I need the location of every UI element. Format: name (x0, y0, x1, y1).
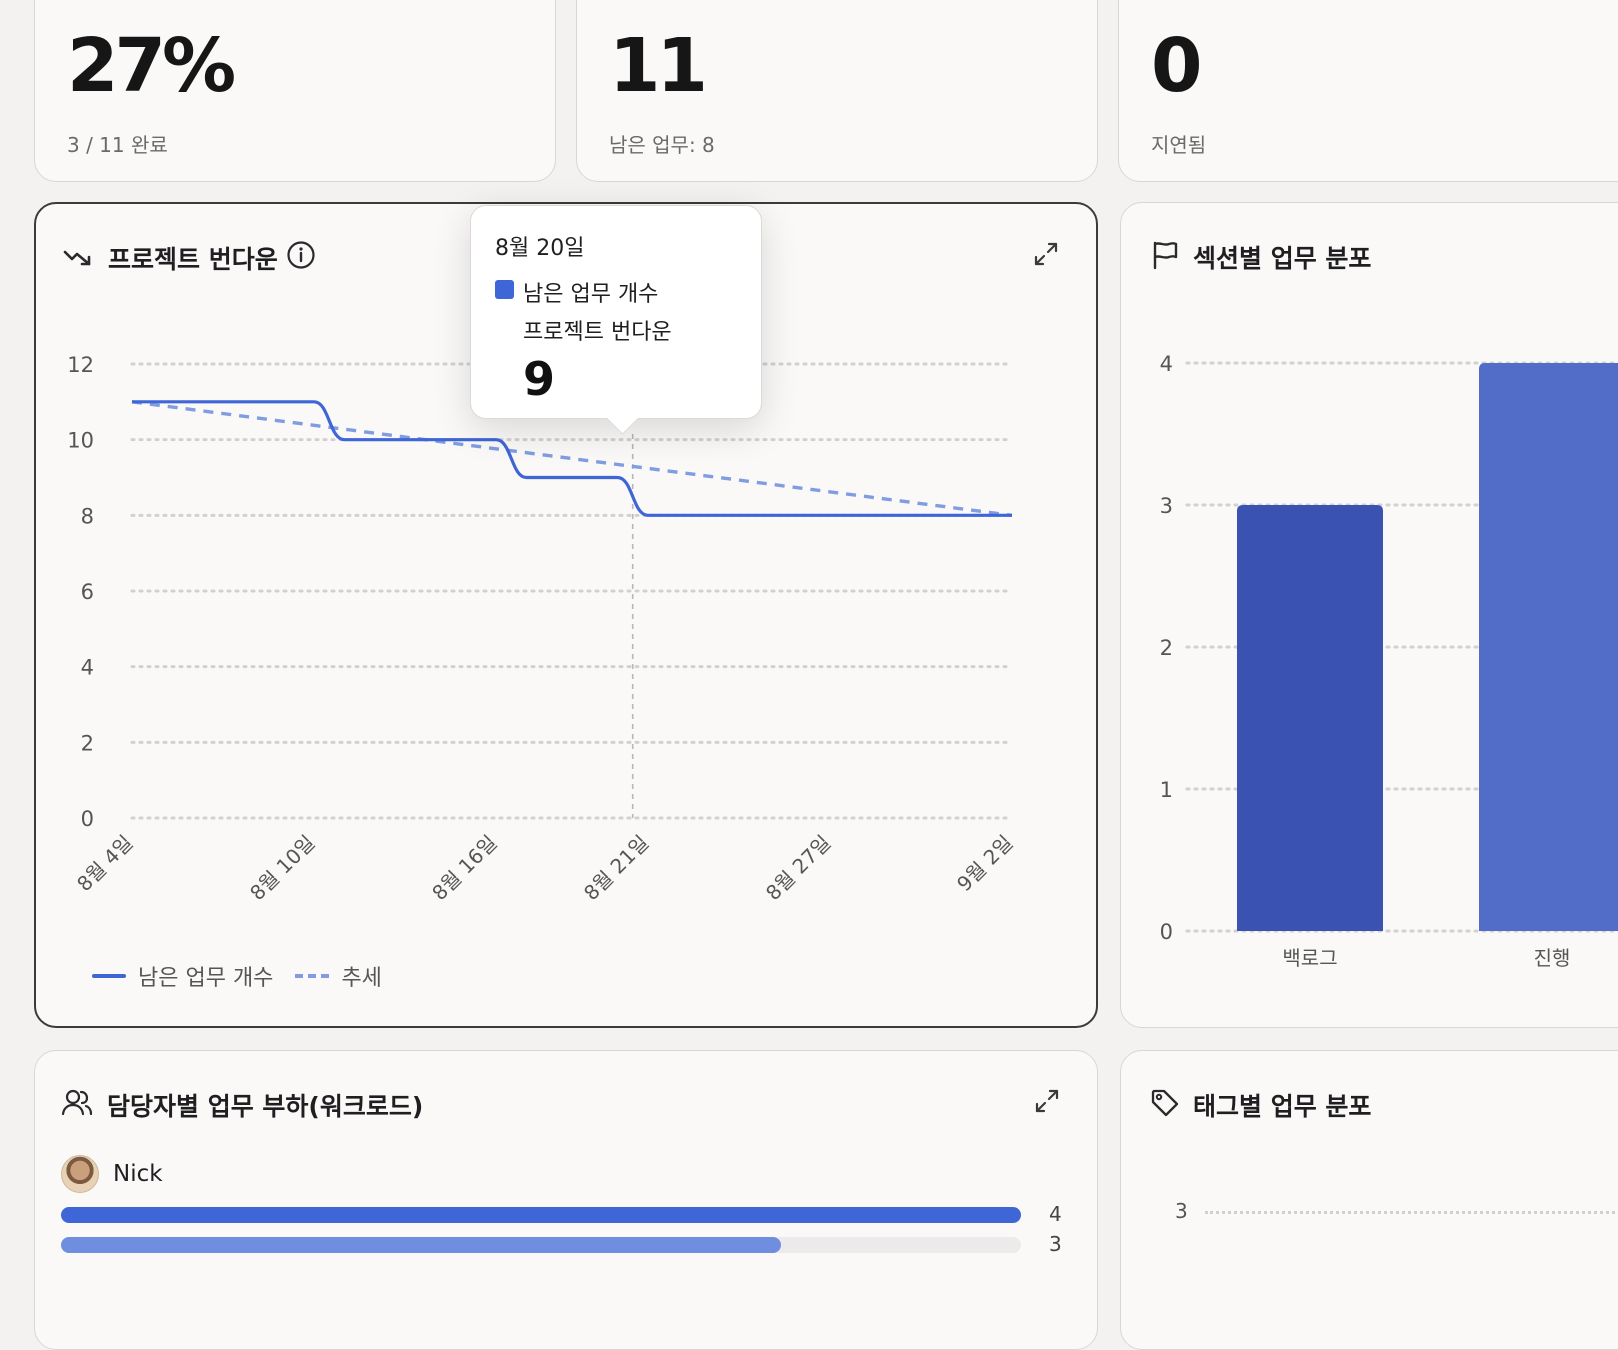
trend-series-line (131, 400, 1013, 518)
expand-icon[interactable] (1033, 1087, 1061, 1115)
completion-detail: 3 / 11 완료 (67, 133, 168, 157)
workload-bar-value: 3 (1049, 1232, 1062, 1256)
overdue-label: 지연됨 (1151, 133, 1207, 157)
x-tick-label: 8월 21일 (579, 831, 653, 905)
section-bar (1479, 363, 1618, 931)
workload-bar[interactable] (61, 1207, 1021, 1223)
overdue-value: 0 (1151, 23, 1202, 109)
burndown-chart[interactable]: 0 2 4 6 8 10 12 8월 4일 8월 10일 8월 16일 8월 21일 8월 27일 9월… (36, 204, 1096, 964)
x-tick-label: 진행 (1534, 946, 1571, 970)
workload-card[interactable]: 담당자별 업무 부하(워크로드) Nick 4 3 (34, 1050, 1098, 1350)
x-tick-label: 8월 10일 (245, 831, 319, 905)
flag-icon (1153, 241, 1178, 270)
y-tick-label: 1 (1160, 778, 1173, 802)
legend-remaining-label: 남은 업무 개수 (138, 966, 274, 991)
workload-bar[interactable] (61, 1237, 781, 1253)
y-tick-label: 0 (1160, 920, 1173, 944)
y-tick-label: 2 (81, 731, 94, 755)
workload-bar-value: 4 (1049, 1202, 1062, 1226)
burndown-tooltip: 8월 20일 남은 업무 개수 프로젝트 번다운 9 (470, 205, 762, 419)
legend-item-remaining[interactable]: 남은 업무 개수 (92, 960, 273, 992)
users-icon (61, 1089, 93, 1116)
expand-icon[interactable] (1032, 240, 1060, 268)
y-tick-label: 10 (67, 429, 94, 453)
tag-distribution-card[interactable]: 태그별 업무 분포 3 (1120, 1050, 1618, 1350)
completion-percent: 27% (67, 23, 236, 109)
x-tick-label: 8월 16일 (427, 831, 501, 905)
remaining-tasks-detail: 남은 업무: 8 (609, 133, 715, 157)
burndown-title: 프로젝트 번다운 (108, 245, 278, 274)
x-tick-label: 8월 4일 (72, 831, 137, 896)
tag-distribution-title: 태그별 업무 분포 (1193, 1092, 1372, 1121)
tooltip-series-name: 남은 업무 개수 (523, 282, 659, 307)
section-distribution-title: 섹션별 업무 분포 (1193, 244, 1372, 273)
tooltip-series-swatch (495, 280, 514, 299)
completion-stat-card: 27% 3 / 11 완료 (34, 0, 556, 182)
overdue-stat-card: 0 지연됨 (1118, 0, 1618, 182)
tag-grid-line (1205, 1211, 1618, 1214)
burndown-legend: 남은 업무 개수 추세 (92, 956, 404, 996)
x-tick-label: 8월 27일 (761, 831, 835, 905)
y-tick-label: 4 (81, 656, 94, 680)
y-tick-label: 12 (67, 353, 94, 377)
workload-bar-track (61, 1207, 1021, 1223)
legend-trend-label: 추세 (341, 966, 382, 991)
workload-bar-track (61, 1237, 1021, 1253)
tag-icon (1151, 1089, 1179, 1117)
legend-solid-line (92, 974, 126, 978)
x-tick-label: 백로그 (1282, 946, 1337, 970)
trending-down-icon (63, 250, 91, 266)
tooltip-chart-name: 프로젝트 번다운 (523, 320, 672, 345)
workload-title: 담당자별 업무 부하(워크로드) (107, 1092, 424, 1121)
section-bar-chart[interactable]: 0 1 2 3 4 백로그 진행 (1121, 203, 1618, 1003)
remaining-series-line (132, 400, 1012, 517)
assignee-name: Nick (113, 1161, 163, 1187)
y-tick-label: 6 (81, 580, 94, 604)
tooltip-value: 9 (523, 352, 556, 406)
info-icon[interactable] (286, 240, 316, 270)
tag-axis-tick: 3 (1175, 1199, 1188, 1223)
y-tick-label: 3 (1160, 494, 1173, 518)
legend-dashed-line (295, 974, 330, 978)
y-tick-label: 4 (1160, 352, 1173, 376)
avatar[interactable] (61, 1155, 99, 1193)
x-tick-label: 9월 2일 (952, 831, 1017, 896)
legend-item-trend[interactable]: 추세 (295, 960, 382, 992)
tooltip-date: 8월 20일 (495, 236, 585, 261)
section-distribution-card[interactable]: 섹션별 업무 분포 0 1 2 3 4 백로그 진행 (1120, 202, 1618, 1028)
total-tasks-value: 11 (609, 23, 708, 109)
y-tick-label: 0 (81, 807, 94, 831)
y-tick-label: 2 (1160, 636, 1173, 660)
section-bar (1237, 505, 1383, 931)
total-tasks-stat-card: 11 남은 업무: 8 (576, 0, 1098, 182)
y-tick-label: 8 (81, 504, 94, 528)
